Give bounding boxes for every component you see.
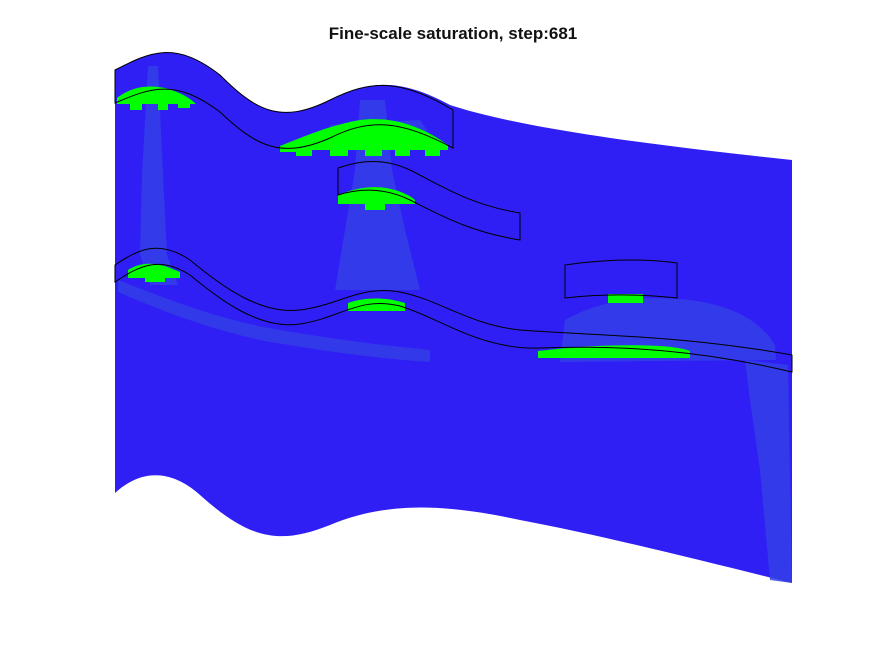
gas-cap-top-left xyxy=(117,86,196,110)
chart-title: Fine-scale saturation, step:681 xyxy=(329,24,577,43)
plot-area xyxy=(114,52,793,584)
gas-cap-lower-center xyxy=(348,298,405,311)
plume-lower-band xyxy=(118,280,430,362)
layer-outline-top xyxy=(114,52,454,149)
gas-cap-right-small xyxy=(608,294,643,303)
layer-outline-lower xyxy=(114,247,793,373)
reservoir-domain xyxy=(115,52,792,584)
gas-cap-mid xyxy=(338,187,415,210)
plume-left xyxy=(140,66,178,285)
layer-outline-right-block xyxy=(564,259,678,299)
layer-outline-mid xyxy=(337,161,521,241)
gas-cap-lower-right xyxy=(538,345,690,358)
gas-cap-lower-left xyxy=(128,263,180,282)
plume-right-tail xyxy=(745,360,792,583)
